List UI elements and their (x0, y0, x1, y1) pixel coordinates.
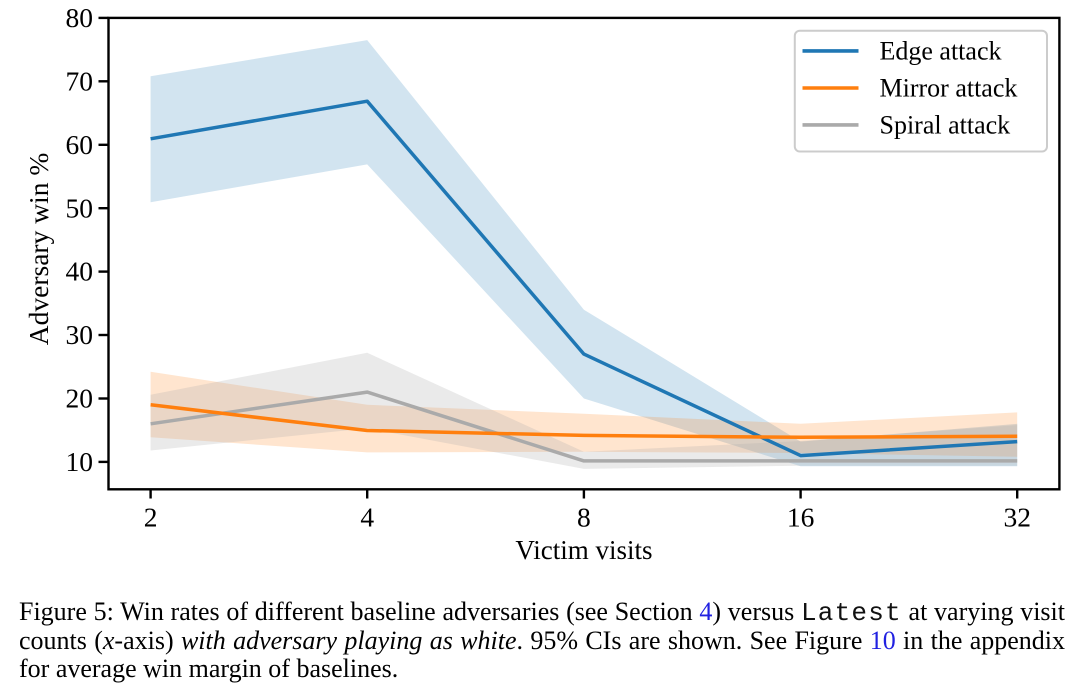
svg-text:32: 32 (1003, 501, 1031, 532)
svg-text:60: 60 (66, 129, 94, 160)
svg-text:20: 20 (66, 383, 94, 414)
svg-text:30: 30 (66, 319, 94, 350)
svg-text:Mirror attack: Mirror attack (880, 74, 1018, 103)
svg-text:8: 8 (577, 501, 591, 532)
svg-text:10: 10 (66, 446, 94, 477)
svg-text:Adversary win %: Adversary win % (23, 153, 54, 345)
svg-text:4: 4 (360, 501, 374, 532)
svg-text:40: 40 (66, 256, 94, 287)
svg-text:2: 2 (144, 501, 158, 532)
svg-text:16: 16 (787, 501, 815, 532)
svg-text:Victim visits: Victim visits (515, 535, 652, 565)
svg-text:Edge attack: Edge attack (880, 36, 1002, 65)
svg-text:50: 50 (66, 192, 94, 223)
svg-text:Spiral attack: Spiral attack (880, 110, 1011, 139)
svg-text:80: 80 (66, 2, 94, 33)
svg-text:70: 70 (66, 65, 94, 96)
